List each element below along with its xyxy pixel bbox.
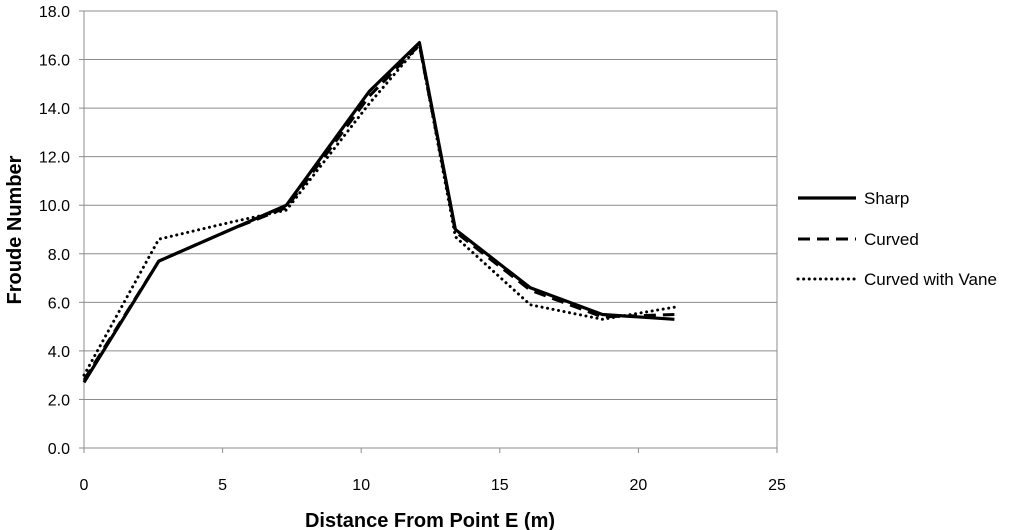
x-tick-label: 10 xyxy=(352,477,370,494)
legend-label: Sharp xyxy=(864,189,909,208)
y-axis-title: Froude Number xyxy=(4,155,26,304)
axes: 0.0 2.0 4.0 6.0 8.0 10.0 12.0 14.0 16.0 18.0 0 5 10 1… xyxy=(39,4,786,494)
legend: Sharp Curved Curved with Vane xyxy=(796,189,997,289)
y-tick-label: 8.0 xyxy=(48,247,70,264)
y-tick-label: 16.0 xyxy=(39,53,70,70)
x-tick-label: 0 xyxy=(80,477,89,494)
x-tick-label: 5 xyxy=(218,477,227,494)
series-lines xyxy=(82,40,676,384)
legend-label: Curved with Vane xyxy=(864,270,997,289)
x-tick-label: 15 xyxy=(491,477,509,494)
x-axis-title: Distance From Point E (m) xyxy=(305,510,555,530)
series-line-curved xyxy=(82,43,675,381)
legend-label: Curved xyxy=(864,230,919,249)
gridlines xyxy=(84,10,777,400)
x-tick-label: 25 xyxy=(768,477,786,494)
series-line-sharp xyxy=(82,40,675,384)
y-tick-label: 10.0 xyxy=(39,198,70,215)
y-tick-label: 0.0 xyxy=(48,441,70,458)
x-tick-label: 20 xyxy=(630,477,648,494)
y-tick-label: 4.0 xyxy=(48,344,70,361)
series-line-curved-with-vane xyxy=(82,43,676,377)
y-tick-label: 2.0 xyxy=(48,392,70,409)
y-tick-label: 6.0 xyxy=(48,295,70,312)
y-tick-label: 18.0 xyxy=(39,4,70,21)
y-tick-label: 12.0 xyxy=(39,150,70,167)
y-tick-label: 14.0 xyxy=(39,101,70,118)
